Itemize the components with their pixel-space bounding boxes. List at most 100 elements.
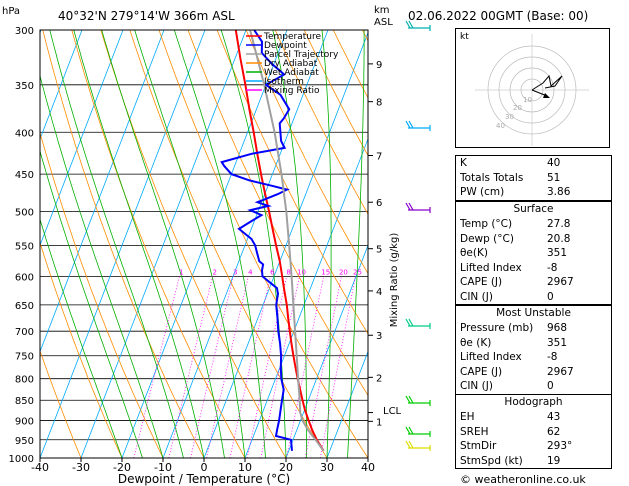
hodo-row: StmDir 293° <box>460 440 573 452</box>
mixing-ratio-line <box>260 276 300 458</box>
wind-barb-flag <box>405 426 411 435</box>
pressure-tick-label: 750 <box>15 352 34 363</box>
hodo-row: StmSpd (kt) 19 <box>460 454 561 467</box>
height-tick-label: 4 <box>376 287 382 298</box>
unstable-row: CIN (J) 0 <box>460 380 554 392</box>
legend-label: Mixing Ratio <box>264 86 320 96</box>
wind-barb-flag <box>408 20 414 29</box>
temperature-tick-label: 30 <box>320 461 334 474</box>
legend-label: Isotherm <box>264 77 304 87</box>
dry-adiabat-line <box>40 241 123 458</box>
temperature-tick-label: 0 <box>201 461 208 474</box>
wind-barb-flag <box>408 426 414 435</box>
pressure-tick-label: 800 <box>15 375 34 386</box>
km-unit-label: km <box>374 5 390 16</box>
wet-adiabat-line <box>49 30 184 458</box>
dry-adiabat-line <box>100 30 287 458</box>
height-tick-label: 2 <box>376 373 382 384</box>
parcel-trajectory-curve <box>249 30 325 452</box>
hodo-row: EH 43 <box>460 411 561 423</box>
unstable-row: Pressure (mb) 968 <box>460 322 568 334</box>
wet-adiabat-line <box>101 30 225 458</box>
dry-adiabat-line <box>40 131 164 458</box>
temperature-tick-label: -10 <box>154 461 172 474</box>
wind-barb-flag <box>405 20 411 29</box>
hodograph-ring-label: 20 <box>513 104 522 112</box>
height-tick-label: 9 <box>376 60 382 71</box>
surface-row: Lifted Index -8 <box>460 261 558 274</box>
dry-adiabat-line <box>129 30 328 458</box>
dry-adiabat-line <box>71 30 246 458</box>
mixing-ratio-label: 25 <box>353 268 362 276</box>
mixing-ratio-label: 8 <box>286 268 290 276</box>
mixing-ratio-label: 20 <box>339 268 348 276</box>
mixing-ratio-line <box>190 276 234 458</box>
wet-adiabat-line <box>173 30 266 458</box>
wind-barb-flag <box>405 202 411 211</box>
isotherm-line <box>40 30 206 458</box>
pressure-tick-label: 400 <box>15 128 34 139</box>
lcl-label: LCL <box>383 406 402 417</box>
pressure-tick-label: 500 <box>15 208 34 219</box>
hodograph-unit-label: kt <box>460 32 469 42</box>
index-row: Totals Totals 51 <box>460 171 561 184</box>
surface-row: CIN (J) 0 <box>460 290 554 303</box>
hodograph-stats-panel: Hodograph EH 43 SREH 62 StmDir 293° StmSpd … <box>455 394 612 469</box>
index-row: PW (cm) 3.86 <box>460 186 571 198</box>
wet-adiabat-line <box>321 30 332 458</box>
dry-adiabat-line <box>303 30 368 157</box>
wind-barb-flag <box>405 440 411 449</box>
wet-adiabat-line <box>73 30 205 458</box>
height-tick-label: 5 <box>376 245 382 256</box>
hodograph-ring-label: 30 <box>505 113 514 121</box>
mixing-ratio-label: 4 <box>248 268 253 276</box>
temperature-tick-label: 10 <box>238 461 252 474</box>
wind-barb-flag <box>408 120 414 129</box>
height-tick-label: 7 <box>376 151 382 162</box>
storm-motion-arrowhead <box>543 93 550 98</box>
isotherm-line <box>40 30 83 141</box>
pressure-tick-label: 900 <box>15 417 34 428</box>
surface-row: θe(K) 351 <box>460 247 568 259</box>
indices-panel: K 40 Totals Totals 51 PW (cm) 3.86 <box>455 155 612 201</box>
wet-adiabat-line <box>40 74 164 458</box>
hodo-row: SREH 62 <box>460 425 561 438</box>
hpa-unit-label: hPa <box>2 6 20 17</box>
mixing-ratio-line <box>319 276 356 458</box>
legend-label: Dry Adiabat <box>264 59 318 69</box>
mixing-ratio-line <box>305 276 342 458</box>
wet-adiabat-line <box>40 149 143 458</box>
wind-barb-flag <box>405 318 411 327</box>
legend-label: Wet Adiabat <box>264 68 319 78</box>
height-tick-label: 8 <box>376 98 382 109</box>
isotherm-line <box>80 30 247 458</box>
mixing-ratio-label: 10 <box>297 268 306 276</box>
isotherm-line <box>40 30 124 247</box>
temperature-tick-label: 40 <box>361 461 375 474</box>
hodograph-stats-title: Hodograph <box>504 396 563 408</box>
index-row: K 40 <box>460 157 561 169</box>
isotherm-line <box>40 30 165 353</box>
temperature-tick-label: 20 <box>279 461 293 474</box>
mixing-ratio-line <box>229 276 271 458</box>
legend-label: Dewpoint <box>264 41 307 51</box>
temperature-curve <box>234 30 325 452</box>
mixing-ratio-label: 1 <box>179 268 183 276</box>
isotherm-line <box>162 30 329 458</box>
hodograph-trace <box>531 74 563 91</box>
surface-row: CAPE (J) 2967 <box>460 276 574 288</box>
x-axis-title: Dewpoint / Temperature (°C) <box>118 472 290 486</box>
unstable-row: θe (K) 351 <box>460 336 568 349</box>
temperature-tick-label: -40 <box>31 461 49 474</box>
wind-barb-flag <box>405 395 411 404</box>
dry-adiabat-line <box>158 30 368 458</box>
wet-adiabat-line <box>40 217 123 458</box>
asl-unit-label: ASL <box>374 17 393 28</box>
mixing-ratio-label: 2 <box>212 268 216 276</box>
mixing-ratio-line <box>246 276 287 458</box>
unstable-row: CAPE (J) 2967 <box>460 365 574 378</box>
wind-barb-flag <box>405 120 411 129</box>
most-unstable-title: Most Unstable <box>496 307 571 319</box>
mixing-ratio-line <box>133 276 180 458</box>
dry-adiabat-line <box>245 30 368 275</box>
